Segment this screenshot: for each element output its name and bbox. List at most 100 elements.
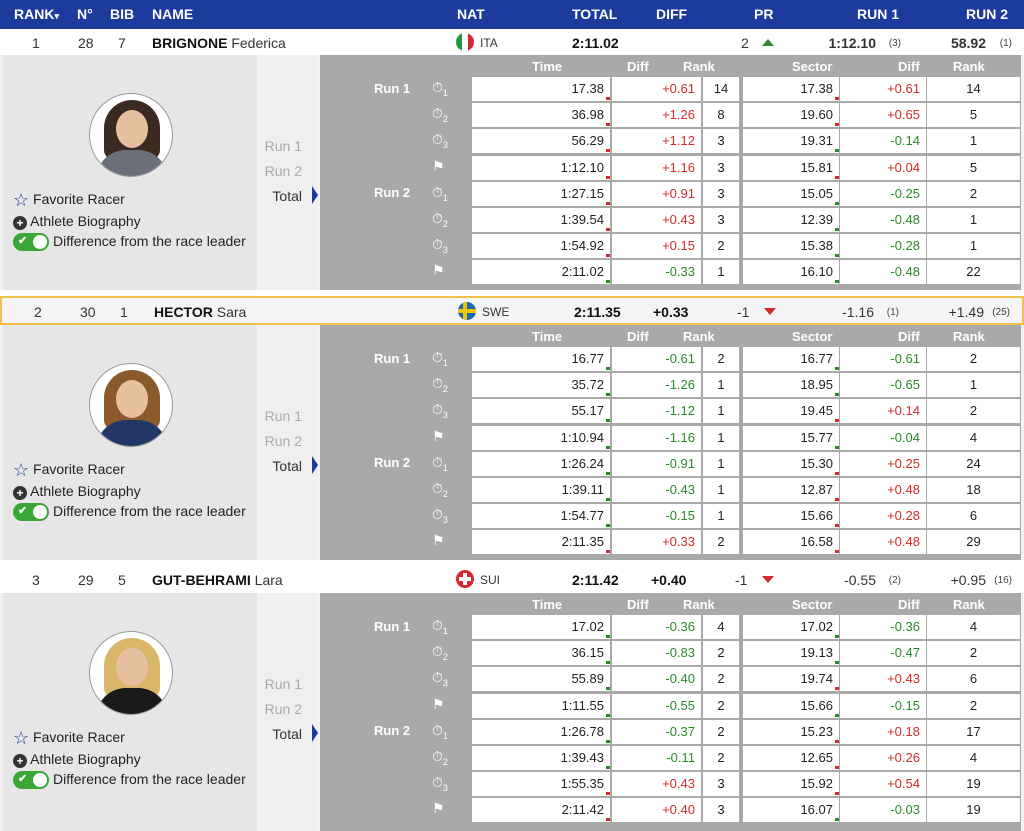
diff-indicator-icon [606,661,610,665]
sector-rank: 4 [927,746,1020,770]
athlete-name[interactable]: HECTOR Sara [154,304,247,320]
athlete-detail: ☆ Favorite Racer + Athlete Biography ✔ Di… [0,325,1024,560]
col-time: Time [532,329,563,344]
nav-run2[interactable]: Run 2 [264,433,302,449]
col-diff-sector: Diff [898,59,920,74]
nav-total[interactable]: Total [272,726,302,742]
toggle-switch[interactable]: ✔ [13,503,49,522]
sector-rank: 1 [927,208,1020,232]
sector-rank: 22 [927,260,1020,285]
athlete-name[interactable]: GUT-BEHRAMI Lara [152,572,283,588]
diff-indicator-icon [835,367,839,370]
split-diff: -0.37 [612,719,701,744]
col-run2[interactable]: RUN 2 [966,6,1009,22]
start-number: 30 [80,304,96,320]
col-nat[interactable]: NAT [457,6,485,22]
stopwatch-2-icon: ⏱2 [432,210,448,229]
athlete-row[interactable]: 1 28 7 BRIGNONE Federica ITA 2:11.02 2 1… [0,29,1024,58]
sector-rank: 19 [927,798,1020,823]
stopwatch-3-icon: ⏱3 [432,401,448,421]
stopwatch-3-icon: ⏱3 [432,669,448,689]
nav-run1[interactable]: Run 1 [264,676,302,692]
sector-time: 19.45 [743,399,839,424]
diff-indicator-icon [606,818,610,822]
athlete-row[interactable]: 2 30 1 HECTOR Sara SWE 2:11.35 +0.33 -1 … [0,296,1024,325]
split-time: 1:12.10 [472,155,610,180]
nav-run2[interactable]: Run 2 [264,701,302,717]
grid-run1-label: Run 1 [374,619,411,634]
col-no[interactable]: N° [77,6,93,22]
sector-rank: 5 [927,155,1020,180]
split-rank: 4 [703,615,739,639]
athlete-row[interactable]: 3 29 5 GUT-BEHRAMI Lara SUI 2:11.42 +0.4… [0,566,1024,595]
finish-flag-icon: ⚑ [432,157,445,174]
pr-value: -1 [737,304,750,320]
athlete-name[interactable]: BRIGNONE Federica [152,35,286,51]
start-number: 28 [78,35,94,51]
sector-time: 16.58 [743,530,839,555]
pr-value: 2 [741,35,749,51]
split-rank: 1 [703,425,739,450]
col-total[interactable]: TOTAL [572,6,618,22]
split-time: 56.29 [472,129,610,154]
athlete-biography-link[interactable]: + Athlete Biography [13,213,141,230]
finish-flag-icon: ⚑ [432,262,445,279]
split-diff: +1.16 [612,155,701,180]
diff-indicator-icon [835,550,839,554]
difference-toggle[interactable]: ✔ Difference from the race leader [13,771,246,790]
sector-diff: -0.65 [840,373,926,398]
difference-toggle[interactable]: ✔ Difference from the race leader [13,503,246,522]
grid-run2-label: Run 2 [374,455,411,470]
split-time: 55.17 [472,399,610,424]
split-time: 1:54.77 [472,504,610,529]
col-run1[interactable]: RUN 1 [857,6,900,22]
sector-time: 15.30 [743,451,839,476]
athlete-biography-link[interactable]: + Athlete Biography [13,483,141,500]
favorite-racer-link[interactable]: ☆ Favorite Racer [13,190,125,210]
col-diff[interactable]: DIFF [656,6,688,22]
diff-indicator-icon [606,687,610,691]
col-bib[interactable]: BIB [110,6,135,22]
toggle-switch[interactable]: ✔ [13,233,49,252]
sector-time: 12.65 [743,746,839,770]
nav-total[interactable]: Total [272,188,302,204]
sector-rank: 2 [927,693,1020,718]
split-time: 17.02 [472,615,610,639]
split-rank: 1 [703,399,739,424]
athlete-biography-link[interactable]: + Athlete Biography [13,751,141,768]
col-name[interactable]: NAME [152,6,194,22]
col-rank[interactable]: RANK▾ [14,6,59,22]
diff-indicator-icon [606,713,610,717]
diff-indicator-icon [835,254,839,258]
nav-run1[interactable]: Run 1 [264,138,302,154]
diff-indicator-icon [835,280,839,284]
split-diff: -0.83 [612,641,701,666]
sector-rank: 29 [927,530,1020,555]
split-diff: +0.43 [612,772,701,797]
sector-diff: -0.36 [840,615,926,639]
nav-run2[interactable]: Run 2 [264,163,302,179]
split-time: 36.98 [472,103,610,128]
diff-indicator-icon [606,524,610,528]
col-pr[interactable]: PR [754,6,774,22]
stopwatch-1-icon: ⏱1 [432,617,448,636]
col-time: Time [532,59,563,74]
diff-indicator-icon [606,280,610,284]
sector-diff: +0.61 [840,77,926,101]
col-time: Time [532,597,563,612]
favorite-racer-link[interactable]: ☆ Favorite Racer [13,728,125,748]
athlete-profile: ☆ Favorite Racer + Athlete Biography ✔ Di… [3,55,257,290]
sector-rank: 19 [927,772,1020,797]
diff-indicator-icon [606,550,610,554]
nav-run1[interactable]: Run 1 [264,408,302,424]
favorite-racer-link[interactable]: ☆ Favorite Racer [13,460,125,480]
difference-toggle[interactable]: ✔ Difference from the race leader [13,233,246,252]
nav-total[interactable]: Total [272,458,302,474]
bib: 7 [118,35,126,51]
toggle-switch[interactable]: ✔ [13,771,49,790]
sector-diff: -0.14 [840,129,926,154]
rank: 1 [32,35,40,51]
diff-indicator-icon [835,524,839,528]
diff-indicator-icon [606,367,610,370]
diff-indicator-icon [606,419,610,423]
